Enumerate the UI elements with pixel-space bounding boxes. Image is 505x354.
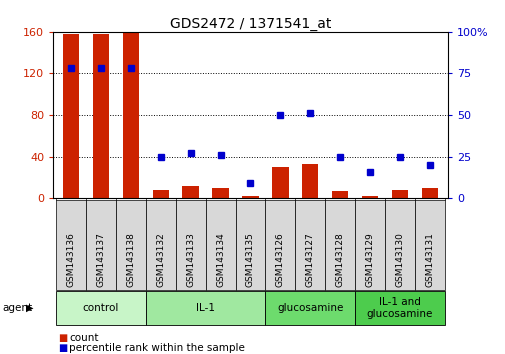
Bar	[361, 196, 378, 198]
Text: GSM143138: GSM143138	[126, 232, 135, 287]
Text: glucosamine: glucosamine	[277, 303, 343, 313]
Text: GSM143132: GSM143132	[156, 232, 165, 287]
Text: GSM143131: GSM143131	[425, 232, 433, 287]
Text: GSM143137: GSM143137	[96, 232, 105, 287]
Bar	[182, 186, 198, 198]
Bar	[63, 34, 79, 198]
Text: ▶: ▶	[26, 303, 34, 313]
Text: GSM143126: GSM143126	[275, 232, 284, 287]
Bar	[122, 32, 139, 198]
Text: control: control	[83, 303, 119, 313]
Title: GDS2472 / 1371541_at: GDS2472 / 1371541_at	[170, 17, 330, 31]
Text: GSM143134: GSM143134	[216, 232, 225, 287]
Bar	[421, 188, 437, 198]
Text: ■: ■	[58, 343, 67, 353]
Text: IL-1 and
glucosamine: IL-1 and glucosamine	[366, 297, 432, 319]
Text: GSM143130: GSM143130	[395, 232, 403, 287]
Bar	[152, 190, 169, 198]
Text: GSM143129: GSM143129	[365, 232, 374, 287]
Bar	[301, 164, 318, 198]
Text: percentile rank within the sample: percentile rank within the sample	[69, 343, 245, 353]
Text: GSM143127: GSM143127	[305, 232, 314, 287]
Text: GSM143128: GSM143128	[335, 232, 344, 287]
Text: GSM143135: GSM143135	[245, 232, 255, 287]
Bar	[272, 167, 288, 198]
Text: GSM143133: GSM143133	[186, 232, 195, 287]
Bar	[92, 34, 109, 198]
Bar	[331, 191, 348, 198]
Bar	[242, 196, 258, 198]
Text: GSM143136: GSM143136	[67, 232, 75, 287]
Bar	[212, 188, 228, 198]
Text: ■: ■	[58, 333, 67, 343]
Text: agent: agent	[3, 303, 33, 313]
Bar	[391, 190, 408, 198]
Text: count: count	[69, 333, 98, 343]
Text: IL-1: IL-1	[196, 303, 215, 313]
